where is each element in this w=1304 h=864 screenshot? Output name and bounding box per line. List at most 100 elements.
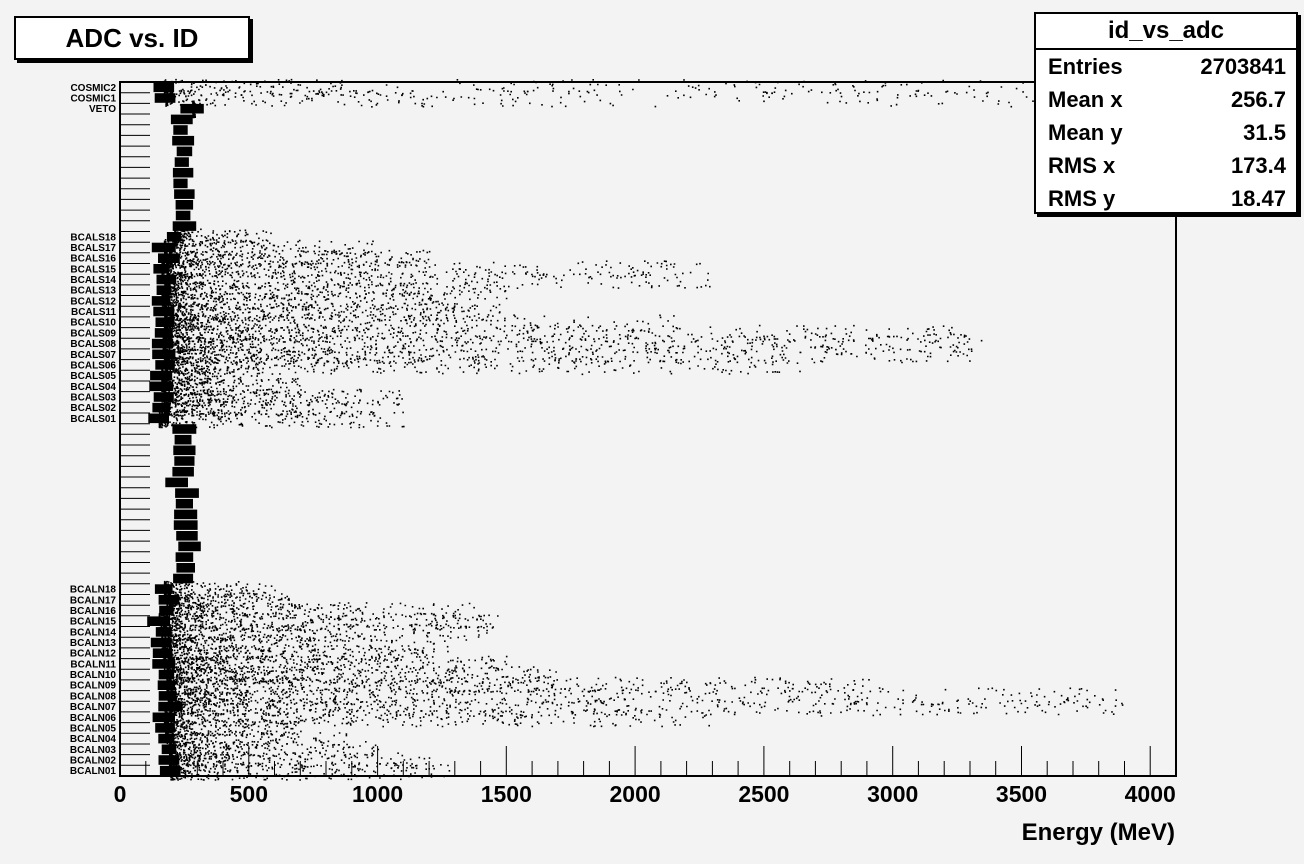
pedestal-bar [173, 520, 198, 530]
pedestal-bar [155, 360, 175, 370]
pedestal-bar [174, 456, 195, 466]
channel-points [158, 612, 499, 632]
y-tick-label: BCALN16 [70, 606, 117, 617]
y-tick-label: BCALS14 [70, 275, 116, 286]
channel-points [163, 324, 971, 343]
pedestal-bar [172, 135, 195, 146]
stats-label: Mean x [1048, 86, 1123, 112]
pedestal-bar [149, 381, 174, 392]
pedestal-bar [172, 424, 197, 434]
y-tick-label: BCALN10 [70, 670, 117, 681]
pedestal-bar [159, 605, 174, 616]
y-tick-label: BCALN15 [70, 617, 117, 628]
pedestal-bar [173, 445, 196, 456]
y-tick-label: VETO [89, 104, 116, 115]
pedestal-bar [151, 296, 171, 306]
chart-title: ADC vs. ID [14, 16, 250, 60]
channel-points [167, 687, 1124, 706]
y-tick-label: BCALN07 [70, 702, 117, 713]
x-tick-label: 2000 [610, 781, 661, 807]
y-tick-label: COSMIC1 [70, 94, 116, 105]
y-tick-label: BCALS05 [70, 371, 116, 382]
stats-label: RMS y [1048, 185, 1116, 211]
y-tick-label: BCALS13 [70, 286, 116, 297]
pedestal-bar [158, 253, 180, 263]
y-tick-label: BCALN12 [70, 649, 117, 660]
channel-points [166, 676, 884, 696]
pedestal-bar [174, 157, 189, 167]
y-tick-label: BCALS09 [70, 328, 116, 339]
channel-points [161, 260, 701, 279]
y-axis-labels: COSMIC2COSMIC1VETOBCALS18BCALS17BCALS16B… [70, 83, 117, 777]
y-tick-label: COSMIC2 [70, 83, 116, 94]
pedestal-bar [178, 541, 201, 552]
pedestal-bar [175, 552, 194, 562]
pedestal-bar [173, 125, 188, 135]
channel-points [163, 303, 501, 322]
y-tick-label: BCALN03 [70, 745, 117, 756]
y-tick-label: BCALN08 [70, 691, 117, 702]
stats-title: id_vs_adc [1036, 14, 1296, 50]
y-tick-label: BCALS12 [70, 296, 116, 307]
pedestal-bar [175, 200, 194, 210]
channel-points [163, 388, 403, 407]
x-tick-label: 2500 [738, 781, 789, 807]
y-tick-label: BCALN05 [70, 724, 117, 735]
channel-points [170, 762, 451, 781]
y-tick-label: BCALS16 [70, 254, 116, 265]
pedestal-bar [174, 189, 195, 199]
channel-points [163, 281, 508, 301]
channel-points [170, 698, 1123, 717]
y-tick-label: BCALS06 [70, 360, 116, 371]
stats-value: 31.5 [1243, 119, 1286, 145]
stats-value: 173.4 [1230, 152, 1286, 178]
stats-rows: Entries 2703841 Mean x 256.7 Mean y 31.5 RMS x… [1036, 50, 1296, 215]
pedestal-bar [165, 477, 188, 488]
y-tick-label: BCALN06 [70, 713, 117, 724]
pedestal-bar [174, 509, 198, 520]
x-tick-label: 0 [114, 781, 127, 807]
y-tick-label: BCALN02 [70, 756, 117, 767]
y-tick-label: BCALS07 [70, 350, 116, 361]
y-tick-label: BCALS11 [71, 307, 116, 318]
pedestal-bar [151, 338, 174, 349]
pedestal-bar [176, 531, 198, 541]
channel-points [192, 100, 197, 119]
channel-points [165, 313, 678, 333]
y-tick-label: BCALS04 [70, 382, 116, 393]
stats-box: id_vs_adc Entries 2703841 Mean x 256.7 Mean … [1034, 12, 1298, 214]
stats-label: Mean y [1048, 119, 1123, 145]
pedestal-bar [153, 392, 174, 402]
pedestal-bar [154, 584, 173, 594]
pedestal-bar [151, 242, 176, 253]
y-tick-label: BCALN09 [70, 681, 117, 692]
pedestal-bar [180, 103, 204, 114]
y-tick-label: BCALN11 [70, 659, 116, 670]
channel-points [161, 399, 379, 418]
data-points [147, 78, 1124, 781]
stats-value: 18.47 [1230, 185, 1286, 211]
stats-label: RMS x [1048, 152, 1116, 178]
channel-points [166, 730, 348, 749]
x-tick-label: 3000 [867, 781, 918, 807]
pedestal-bar [155, 627, 172, 637]
channel-points [163, 708, 711, 728]
stats-value: 256.7 [1230, 86, 1286, 112]
stats-row: Mean x 256.7 [1036, 83, 1296, 116]
pedestal-bar [150, 637, 172, 648]
y-tick-label: BCALN13 [70, 638, 117, 649]
channel-points [163, 580, 276, 600]
y-tick-label: BCALS17 [70, 243, 116, 254]
channel-points [163, 239, 374, 258]
pedestal-bar [152, 659, 176, 669]
x-axis-title: Energy (MeV) [1022, 819, 1175, 846]
y-tick-label: BCALN04 [70, 734, 117, 745]
pedestal-bar [174, 434, 192, 445]
x-tick-label: 500 [230, 781, 268, 807]
y-tick-label: BCALN01 [70, 766, 117, 777]
channel-points [161, 367, 263, 386]
chart-title-text: ADC vs. ID [65, 22, 199, 53]
pedestal-bar [152, 349, 176, 360]
pedestal-bar [175, 498, 193, 509]
